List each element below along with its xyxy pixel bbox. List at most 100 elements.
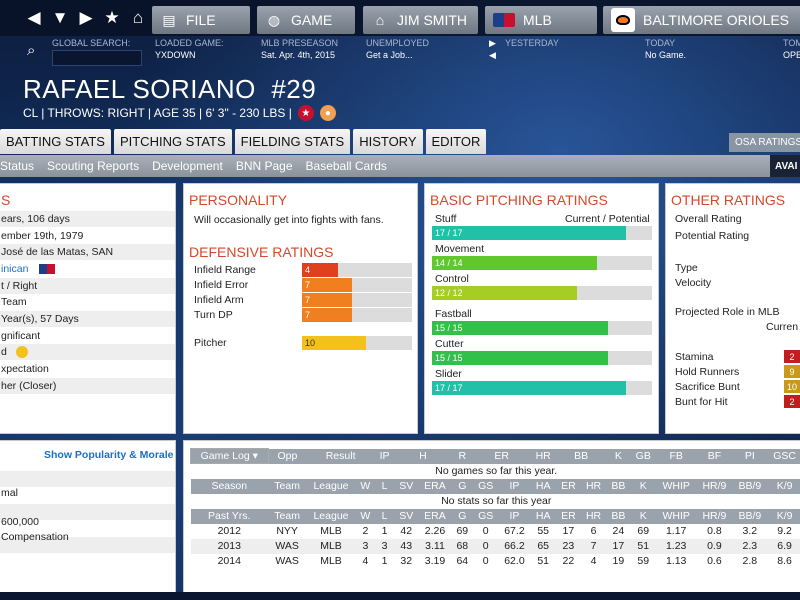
search-icon[interactable]: ⌕ [27, 42, 36, 59]
home-icon[interactable]: ⌂ [132, 8, 144, 27]
column-header[interactable]: HR [580, 478, 607, 494]
column-header[interactable]: W [355, 478, 375, 494]
team-button[interactable]: BALTIMORE ORIOLES [603, 6, 800, 34]
osa-ratings-button[interactable]: OSA RATINGS [729, 133, 800, 152]
table-cell: 55 [537, 525, 549, 537]
bio-morale-text: d [1, 346, 7, 358]
column-header[interactable]: HR [580, 508, 607, 524]
game-log-dropdown[interactable]: Game Log ▾ [190, 448, 269, 464]
pitch-rating-label: Movement [435, 243, 485, 255]
column-header[interactable]: ER [555, 508, 581, 524]
orioles-logo-icon [611, 8, 635, 32]
stats-panel: Game Log ▾ Opp Result IP H R ER HR BB K … [183, 440, 800, 595]
column-header[interactable]: SV [394, 508, 419, 524]
column-header[interactable]: K [606, 448, 631, 464]
column-header[interactable]: GSC [767, 448, 800, 464]
column-header[interactable]: W [355, 508, 375, 524]
column-header[interactable]: GS [472, 508, 499, 524]
column-header[interactable]: HR/9 [696, 508, 733, 524]
column-header[interactable]: HR [530, 448, 556, 464]
column-header[interactable]: PI [732, 448, 768, 464]
today-value: No Game. [645, 50, 687, 60]
subnav-scouting-reports[interactable]: Scouting Reports [47, 159, 140, 173]
column-header[interactable]: BB [606, 478, 631, 494]
column-header[interactable]: League [306, 478, 356, 494]
column-header[interactable]: ERA [418, 478, 452, 494]
column-header[interactable]: IP [498, 478, 531, 494]
avai-button[interactable]: AVAI [770, 155, 800, 177]
subnav-development[interactable]: Development [152, 159, 223, 173]
column-header[interactable]: K/9 [767, 478, 800, 494]
column-header[interactable]: FB [656, 448, 697, 464]
column-header[interactable]: BB/9 [732, 478, 768, 494]
pitch-rating-value: 17 / 17 [432, 226, 626, 240]
column-header[interactable]: BB [555, 448, 607, 464]
column-header[interactable]: BB [606, 508, 631, 524]
column-header[interactable]: IP [374, 448, 395, 464]
bio-nationality[interactable]: inican [1, 263, 56, 275]
column-header[interactable]: HA [530, 508, 556, 524]
column-header[interactable]: L [374, 508, 395, 524]
prev-arrow-icon[interactable]: ◀ [489, 50, 496, 60]
league-label: MLB [523, 12, 552, 28]
column-header[interactable]: BF [696, 448, 733, 464]
column-header[interactable]: K [630, 478, 657, 494]
next-arrow-icon[interactable]: ▶ [489, 38, 496, 48]
game-button[interactable]: ◍ GAME [257, 6, 355, 34]
column-header[interactable]: Opp [268, 448, 307, 464]
file-button[interactable]: ▤ FILE [152, 6, 250, 34]
unemployed-value[interactable]: Get a Job... [366, 50, 413, 60]
star-icon[interactable]: ★ [104, 8, 120, 27]
subnav-baseball-cards[interactable]: Baseball Cards [305, 159, 387, 173]
column-header[interactable]: G [451, 478, 473, 494]
table-cell: 42 [400, 525, 413, 537]
league-button[interactable]: MLB [485, 6, 597, 34]
forward-arrow-icon[interactable]: ▶ [79, 8, 93, 27]
column-header[interactable]: Past Yrs. [190, 508, 268, 524]
tab-fielding-stats[interactable]: FIELDING STATS [234, 129, 351, 154]
manager-button[interactable]: ⌂ JIM SMITH [363, 6, 478, 34]
subnav-bnn-page[interactable]: BNN Page [235, 159, 293, 173]
table-cell: 65 [530, 538, 556, 554]
column-header[interactable]: WHIP [656, 508, 697, 524]
column-header[interactable]: League [306, 508, 356, 524]
tab-batting-stats[interactable]: BATTING STATS [0, 129, 111, 154]
table-cell: WAS [275, 555, 299, 567]
table-cell: 2013 [190, 538, 268, 554]
column-header[interactable]: Team [268, 478, 307, 494]
column-header[interactable]: K [630, 508, 657, 524]
column-header[interactable]: R [451, 448, 473, 464]
column-header[interactable]: GS [472, 478, 499, 494]
tab-editor[interactable]: EDITOR [425, 129, 487, 154]
column-header[interactable]: GB [630, 448, 657, 464]
column-header[interactable]: ER [555, 478, 581, 494]
subnav-status[interactable]: Status [0, 159, 35, 173]
column-header[interactable]: Team [268, 508, 307, 524]
table-cell: NYY [276, 525, 298, 537]
column-header[interactable]: G [451, 508, 473, 524]
column-header[interactable]: Result [306, 448, 375, 464]
column-header[interactable]: Season [190, 478, 268, 494]
table-cell: 32 [400, 555, 413, 567]
house-icon: ⌂ [375, 12, 385, 28]
column-header[interactable]: HA [530, 478, 556, 494]
season-header: Season Team League W L SV ERA G GS IP HA… [190, 478, 800, 494]
column-header[interactable]: ER [472, 448, 531, 464]
column-header[interactable]: HR/9 [696, 478, 733, 494]
column-header[interactable]: SV [394, 478, 419, 494]
dropdown-arrow-icon[interactable]: ▼ [51, 8, 69, 27]
column-header[interactable]: K/9 [767, 508, 800, 524]
tab-history[interactable]: HISTORY [353, 129, 423, 154]
bio-title: S [1, 192, 11, 208]
column-header[interactable]: H [394, 448, 452, 464]
column-header[interactable]: L [374, 478, 395, 494]
defense-bar: 4 [302, 263, 412, 277]
show-popularity-link[interactable]: Show Popularity & Morale [44, 449, 174, 461]
column-header[interactable]: WHIP [656, 478, 697, 494]
back-arrow-icon[interactable]: ◀ [27, 8, 41, 27]
column-header[interactable]: IP [498, 508, 531, 524]
global-search-input[interactable] [52, 50, 142, 66]
column-header[interactable]: BB/9 [732, 508, 768, 524]
column-header[interactable]: ERA [418, 508, 452, 524]
tab-pitching-stats[interactable]: PITCHING STATS [113, 129, 232, 154]
